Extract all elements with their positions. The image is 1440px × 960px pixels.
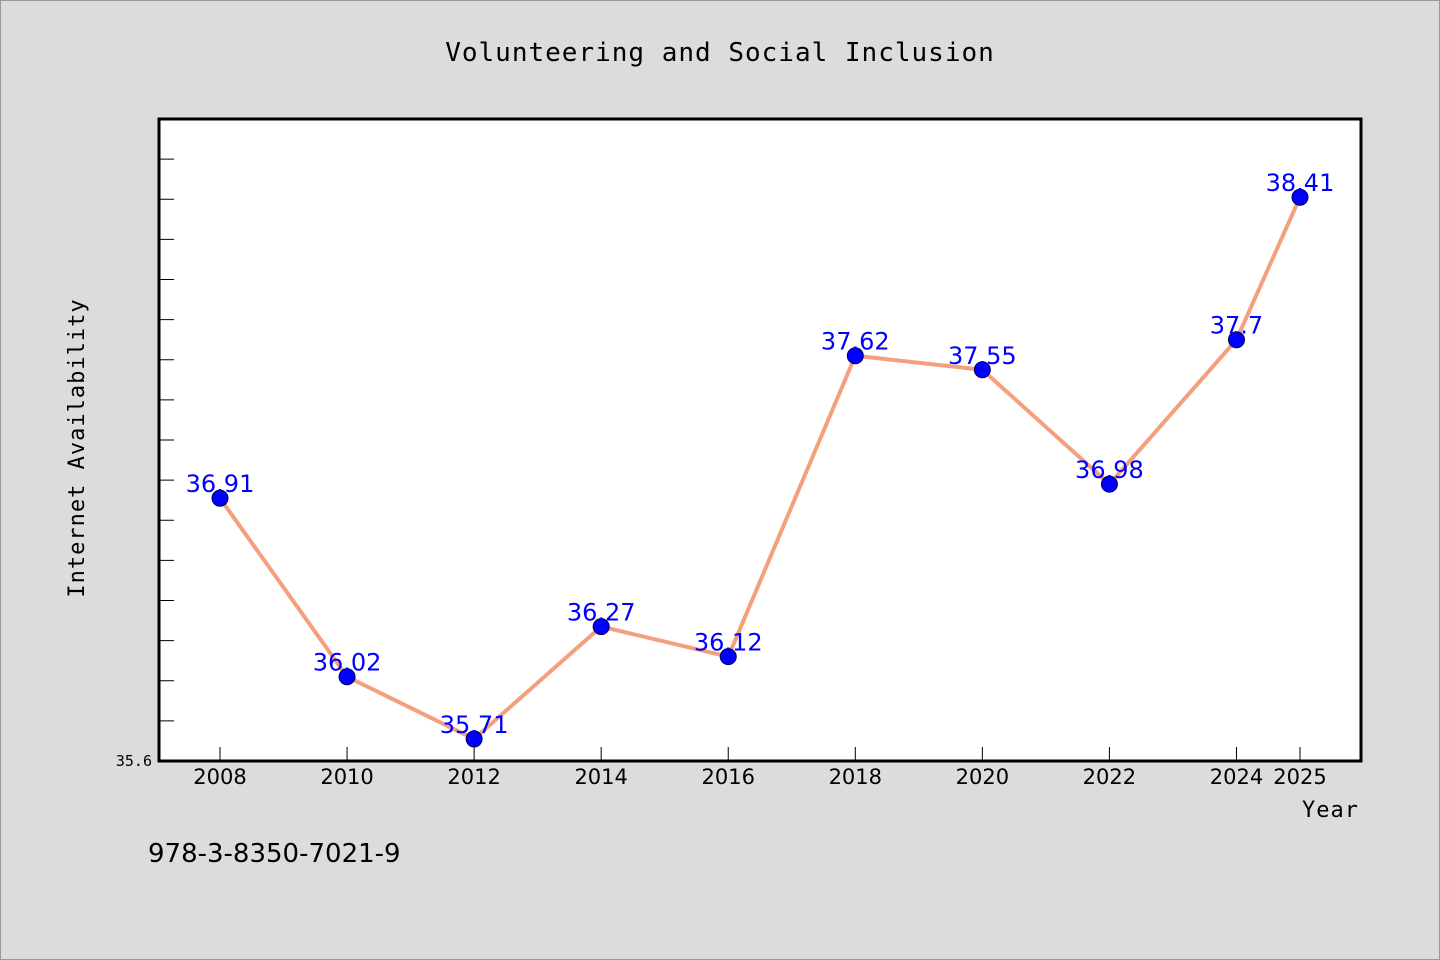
y-tick-label: 35.6 — [116, 752, 152, 770]
data-label: 36.27 — [567, 599, 636, 627]
data-label: 38.41 — [1266, 169, 1335, 197]
data-point — [1291, 188, 1309, 206]
x-tick-label: 2018 — [829, 765, 882, 789]
x-axis-label: Year — [1302, 798, 1359, 823]
data-label: 36.12 — [694, 629, 763, 657]
x-axis-ticks — [219, 747, 1301, 761]
data-labels: 36.91 36.02 35.71 36.27 36.12 37.62 37.55 36.98… — [186, 169, 1335, 739]
x-tick-label: 2016 — [702, 765, 755, 789]
data-point — [1227, 331, 1245, 349]
data-point — [465, 730, 483, 748]
plot-area — [157, 117, 1363, 763]
data-point — [592, 618, 610, 636]
data-label: 36.98 — [1075, 456, 1144, 484]
series-line — [218, 195, 1302, 741]
x-tick-label: 2010 — [320, 765, 373, 789]
x-tick-label: 2020 — [956, 765, 1009, 789]
data-point — [1100, 475, 1118, 493]
x-tick-label: 2022 — [1083, 765, 1136, 789]
data-label: 37.7 — [1210, 312, 1263, 340]
data-label: 36.02 — [313, 649, 382, 677]
series-markers — [211, 188, 1309, 748]
data-point — [338, 668, 356, 686]
x-tick-label: 2025 — [1273, 765, 1326, 789]
x-tick-label: 2024 — [1210, 765, 1263, 789]
data-point — [973, 361, 991, 379]
chart-title: Volunteering and Social Inclusion — [445, 38, 995, 68]
isbn-text: 978-3-8350-7021-9 — [148, 839, 401, 869]
data-point — [211, 489, 229, 507]
y-axis-label: Internet Availability — [65, 298, 90, 597]
data-point — [719, 648, 737, 666]
data-label: 35.71 — [440, 711, 509, 739]
data-label: 37.55 — [948, 342, 1017, 370]
x-tick-label: 2008 — [193, 765, 246, 789]
x-tick-labels: 2008 2010 2012 2014 2016 2018 2020 2022 2024 2025 — [193, 765, 1326, 789]
data-point — [846, 347, 864, 365]
x-tick-label: 2012 — [447, 765, 500, 789]
data-label: 36.91 — [186, 470, 255, 498]
x-tick-label: 2014 — [574, 765, 627, 789]
y-axis-ticks — [159, 158, 174, 722]
data-label: 37.62 — [821, 328, 890, 356]
